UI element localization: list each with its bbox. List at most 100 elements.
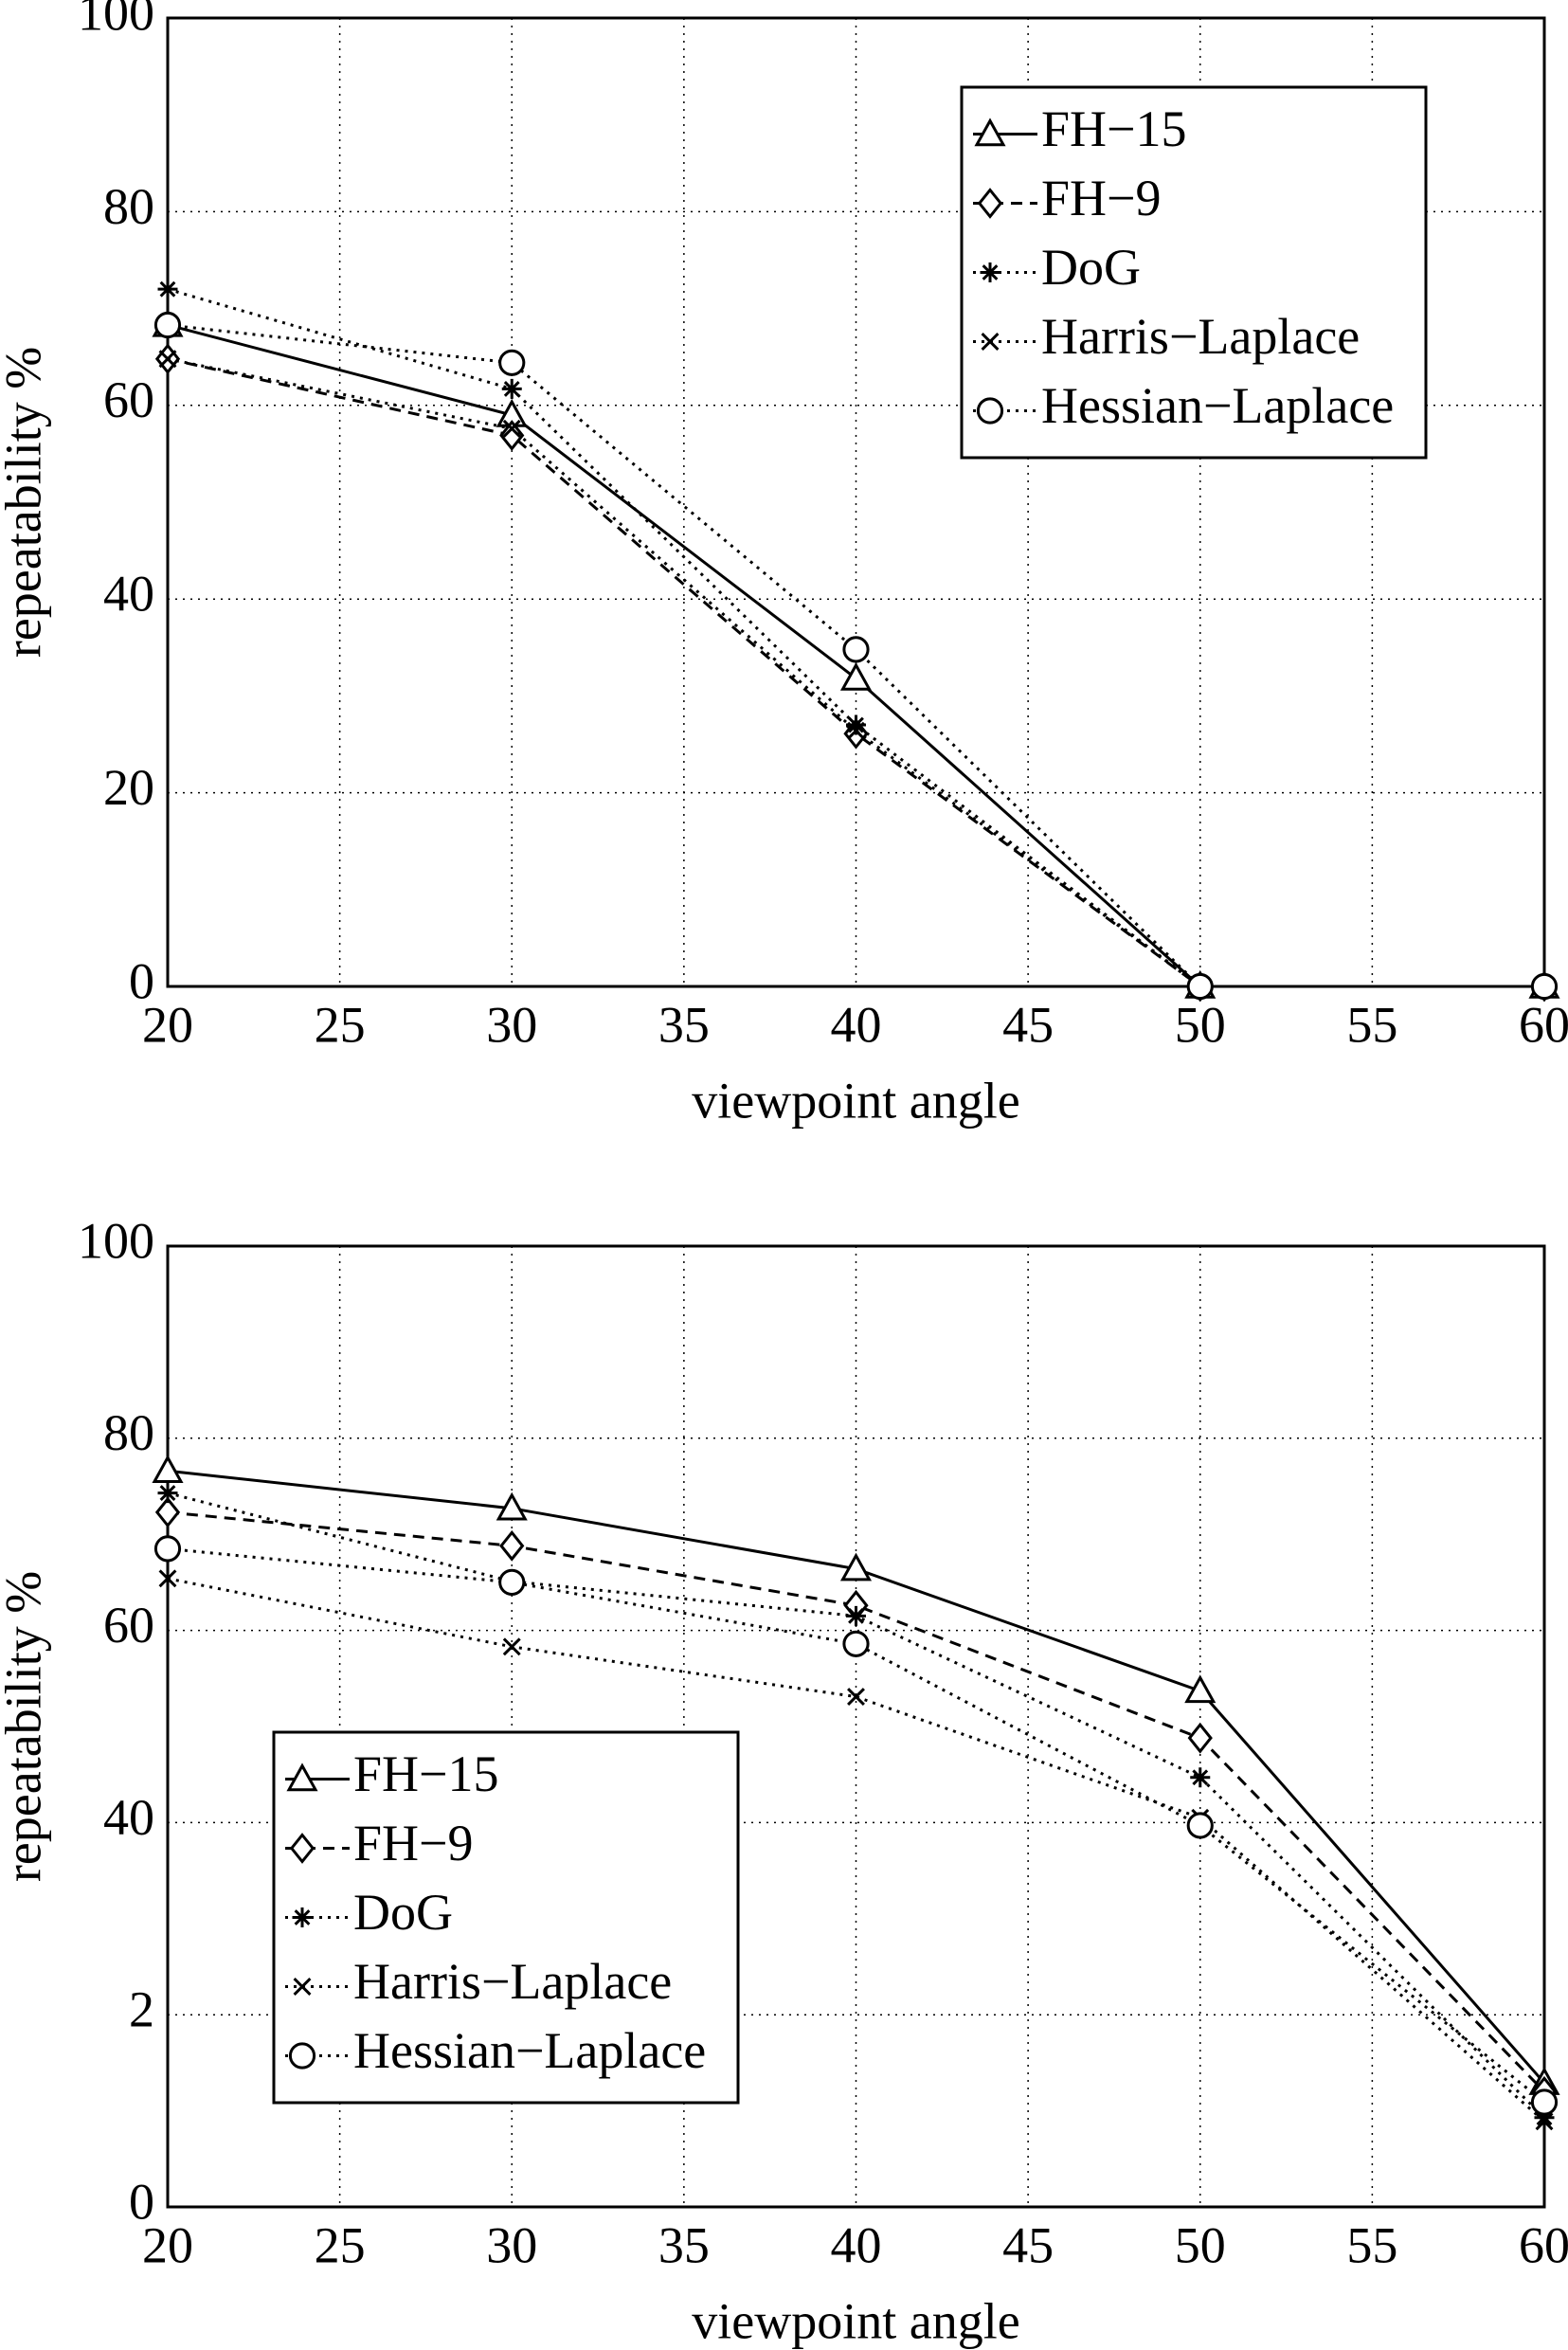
marker: [153, 1535, 182, 1563]
legend-label: FH−9: [1041, 170, 1161, 226]
marker: [153, 311, 182, 339]
marker: [1534, 2107, 1555, 2128]
marker: [502, 419, 521, 438]
marker: [501, 378, 522, 399]
marker: [1190, 1767, 1211, 1788]
marker: [289, 1833, 315, 1864]
x-tick-label: 40: [831, 2216, 882, 2273]
y-tick-label: 2: [129, 1981, 154, 2038]
x-tick-label: 50: [1175, 2216, 1226, 2273]
x-tick-label: 50: [1175, 996, 1226, 1053]
marker: [847, 721, 865, 740]
legend: FH−15 FH−9 DoG Harris−Laplace Hessian−Laplac…: [960, 85, 1428, 460]
marker: [1535, 2112, 1554, 2131]
series-line: [167, 1546, 1545, 2104]
marker: [981, 333, 1000, 351]
y-tick-label: 40: [103, 1789, 154, 1846]
marker: [498, 349, 526, 376]
x-tick-label: 55: [1346, 2216, 1397, 2273]
x-tick-label: 25: [315, 2216, 366, 2273]
marker: [974, 118, 1006, 147]
x-axis-label: viewpoint angle: [692, 1072, 1019, 1129]
legend-box: [272, 1730, 740, 2105]
legend: FH−15 FH−9 DoG Harris−Laplace Hessian−Laplac…: [272, 1730, 740, 2105]
y-tick-label: 100: [78, 1212, 154, 1269]
marker: [1186, 1812, 1214, 1839]
marker: [157, 279, 178, 299]
legend-label: DoG: [1041, 239, 1141, 296]
marker: [496, 1491, 528, 1521]
marker: [152, 1455, 184, 1483]
marker: [1186, 972, 1214, 1001]
y-tick-label: 0: [129, 952, 154, 1009]
marker: [976, 397, 1004, 425]
x-axis-label: viewpoint angle: [692, 2292, 1019, 2349]
y-tick-label: 20: [103, 759, 154, 816]
legend-label: FH−15: [1041, 100, 1186, 157]
x-tick-label: 60: [1519, 2216, 1568, 2273]
x-tick-label: 30: [486, 2216, 537, 2273]
marker: [977, 188, 1003, 219]
x-tick-label: 25: [315, 996, 366, 1053]
x-tick-label: 60: [1519, 996, 1568, 1053]
marker: [502, 1637, 521, 1656]
marker: [839, 1552, 873, 1582]
x-tick-label: 30: [486, 996, 537, 1053]
marker: [1187, 1722, 1213, 1754]
x-tick-label: 35: [658, 996, 710, 1053]
plot-frame: [166, 16, 1546, 988]
legend-label: Harris−Laplace: [353, 1953, 672, 2010]
x-tick-label: 45: [1002, 996, 1054, 1053]
y-tick-label: 0: [129, 2173, 154, 2230]
marker: [157, 1483, 178, 1504]
marker: [499, 420, 525, 451]
y-axis-label: repeatability %: [0, 347, 51, 658]
x-tick-label: 45: [1002, 2216, 1054, 2273]
y-axis-label: repeatability %: [0, 1571, 51, 1882]
marker: [499, 1529, 525, 1562]
marker: [288, 2042, 316, 2070]
y-tick-label: 80: [103, 178, 154, 235]
x-tick-label: 20: [142, 996, 193, 1053]
marker: [1530, 972, 1559, 1001]
marker: [1530, 2088, 1559, 2116]
y-tick-label: 100: [78, 0, 154, 41]
marker: [980, 262, 1000, 282]
legend-label: Hessian−Laplace: [1041, 377, 1394, 434]
marker: [286, 1762, 318, 1792]
marker: [158, 1569, 177, 1588]
plot-frame: [166, 1244, 1546, 2209]
x-tick-label: 55: [1346, 996, 1397, 1053]
legend-label: DoG: [353, 1884, 453, 1941]
y-tick-label: 80: [103, 1404, 154, 1461]
legend-label: FH−15: [353, 1745, 498, 1802]
marker: [498, 1568, 526, 1597]
y-tick-label: 60: [103, 371, 154, 428]
marker: [154, 1496, 181, 1528]
legend-box: [960, 85, 1428, 460]
marker: [842, 1630, 870, 1657]
marker: [846, 1605, 866, 1626]
series-line: [167, 287, 1544, 988]
y-tick-label: 40: [103, 566, 154, 623]
legend-label: Harris−Laplace: [1041, 308, 1360, 365]
chart: 0 2 40 60 80 100 20 25 30 35 40 45 50 55 60 viewpoint a…: [0, 1212, 1568, 2349]
marker: [293, 1978, 312, 1996]
marker: [842, 636, 870, 663]
legend-label: Hessian−Laplace: [353, 2022, 706, 2079]
legend-label: FH−9: [353, 1815, 473, 1871]
marker: [158, 350, 177, 369]
x-tick-label: 40: [831, 996, 882, 1053]
marker: [292, 1907, 313, 1927]
y-tick-label: 60: [103, 1597, 154, 1654]
x-tick-label: 20: [142, 2216, 193, 2273]
x-tick-label: 35: [658, 2216, 710, 2273]
marker: [839, 661, 873, 691]
marker: [846, 714, 866, 735]
marker: [847, 1688, 865, 1707]
series-line: [167, 1510, 1546, 2093]
marker: [1184, 1674, 1217, 1704]
